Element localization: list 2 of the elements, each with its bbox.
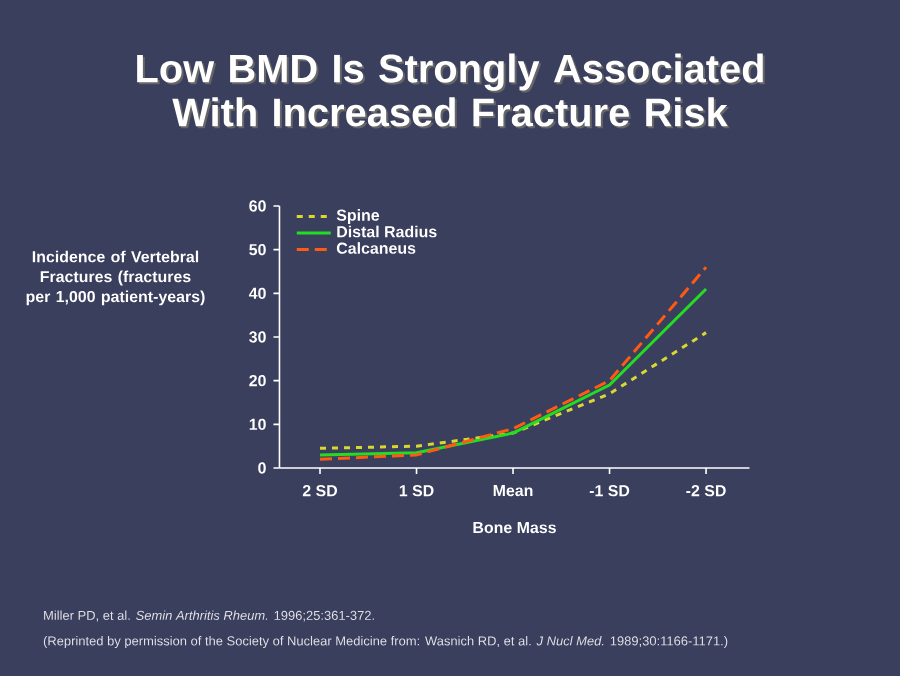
line-series bbox=[318, 331, 708, 450]
chart-title: Low BMD Is Strongly Associated With Increased Fracture Risk bbox=[137, 53, 763, 127]
